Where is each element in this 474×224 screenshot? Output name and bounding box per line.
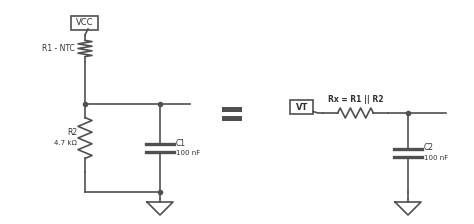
Text: 100 nF: 100 nF xyxy=(424,155,448,161)
Text: VCC: VCC xyxy=(76,18,94,27)
Text: C1: C1 xyxy=(176,138,186,147)
Text: VT: VT xyxy=(296,103,308,112)
Bar xyxy=(222,107,242,112)
FancyBboxPatch shape xyxy=(72,15,99,30)
Text: C2: C2 xyxy=(424,143,434,152)
Text: R1 - NTC: R1 - NTC xyxy=(42,44,75,53)
Text: 100 nF: 100 nF xyxy=(176,150,200,156)
FancyBboxPatch shape xyxy=(291,100,313,114)
Bar xyxy=(222,116,242,121)
Text: 4.7 kΩ: 4.7 kΩ xyxy=(54,140,77,146)
Text: Rx = R1 || R2: Rx = R1 || R2 xyxy=(328,95,383,103)
Text: R2: R2 xyxy=(67,127,77,136)
